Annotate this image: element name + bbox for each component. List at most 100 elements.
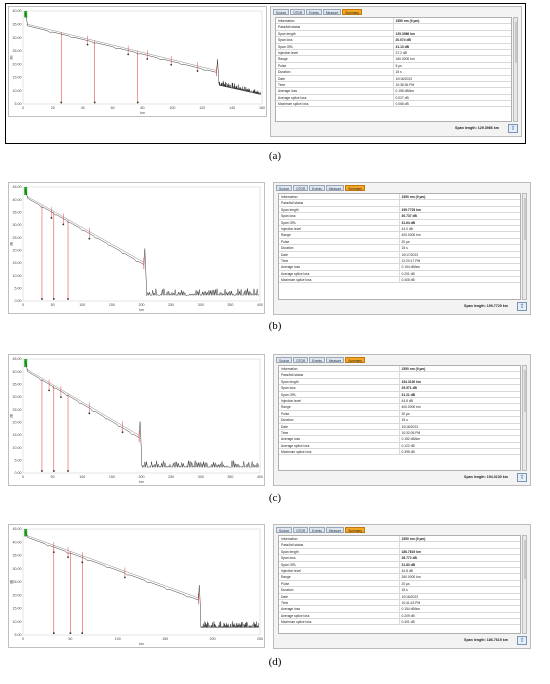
scrollbar-thumb[interactable] [514, 22, 517, 64]
summary-row: Maximum splice loss 0.395 dB [279, 449, 520, 456]
scrollbar-thumb[interactable] [523, 198, 526, 240]
x-tick-label: 400 [257, 303, 263, 307]
event-marker-point [67, 298, 69, 300]
tab-source[interactable]: Source [276, 185, 293, 191]
event-marker-point [52, 551, 55, 554]
summary-value: 10/16/2023 [401, 424, 419, 429]
summary-key: Information [279, 194, 400, 200]
summary-key: Average loss [279, 606, 400, 612]
event-marker-point [121, 431, 124, 434]
y-axis-label: dB [10, 579, 14, 584]
summary-row: Date 10/17/2023 [279, 251, 520, 258]
summary-row: Span ORL 31.13 dB [276, 43, 511, 50]
summary-key: Injection level [276, 49, 394, 56]
y-tick-label: 35.00 [13, 383, 22, 387]
x-tick-label: 250 [168, 303, 174, 307]
summary-scrollbar[interactable] [522, 365, 527, 471]
tab-source[interactable]: Source [273, 9, 290, 15]
tab-events[interactable]: Events [306, 9, 322, 15]
summary-scrollbar[interactable] [522, 193, 527, 300]
summary-value: 0.155 dB/km [395, 89, 415, 94]
summary-key: Pass/fail status [279, 200, 400, 206]
summary-table: Information 1550 nm (9 µm) Pass/fail statu… [278, 535, 521, 634]
summary-row: Duration 15 s [279, 245, 520, 252]
summary-panel-a: Source OTDR Events Measure Summary Informatio… [270, 6, 522, 137]
summary-scrollbar[interactable] [513, 17, 518, 122]
otdr-trace [25, 361, 260, 469]
summary-key: Injection level [279, 567, 400, 574]
tab-measure[interactable]: Measure [325, 185, 345, 191]
tab-otdr[interactable]: OTDR [293, 357, 309, 363]
panel-c: 0.00 5.00 10.00 15.00 20.00 25.00 30.00 35.00 40… [0, 350, 550, 518]
tab-events[interactable]: Events [309, 527, 325, 533]
summary-key: Date [279, 251, 400, 257]
tab-otdr[interactable]: OTDR [293, 185, 309, 191]
fit-line [26, 535, 199, 599]
x-tick-label: 0 [22, 475, 24, 479]
tab-otdr[interactable]: OTDR [290, 9, 306, 15]
summary-row: Information 1550 nm (9 µm) [279, 194, 520, 201]
summary-key: Pulse [279, 580, 400, 587]
summary-key: Span ORL [279, 219, 400, 225]
x-tick-label: 140 [229, 106, 235, 110]
summary-key: Span ORL [279, 391, 400, 397]
summary-row: Span length 129.3986 km [276, 30, 511, 38]
summary-value: 186.7619 km [401, 549, 421, 554]
summary-key: Span length [279, 206, 400, 213]
summary-key: Time [279, 257, 400, 264]
summary-key: Injection level [279, 225, 400, 232]
x-tick-label: 0 [22, 637, 24, 641]
plot-area [22, 186, 261, 302]
y-tick-label: 45.00 [13, 185, 22, 189]
y-tick-label: 20.00 [13, 62, 22, 66]
event-marker-point [41, 470, 43, 472]
summary-key: Span loss [279, 213, 400, 219]
trace-svg: 5.00 10.00 15.00 20.00 25.00 30.00 35.00 40.00 4… [10, 527, 264, 646]
summary-scrollbar[interactable] [522, 535, 527, 634]
summary-value: 0.395 dB [401, 450, 415, 455]
summary-key: Span loss [276, 37, 394, 43]
export-icon[interactable]: ⇧ [517, 473, 527, 482]
trace-svg: 0.00 5.00 10.00 15.00 20.00 25.00 30.00 35.00 40… [10, 357, 264, 484]
x-axis-label: km [139, 308, 144, 312]
y-tick-label: 30.00 [13, 223, 22, 227]
summary-value: 20 µs [401, 239, 410, 244]
scrollbar-thumb[interactable] [523, 370, 526, 412]
event-marker-point [53, 470, 55, 472]
tab-summary[interactable]: Summary [345, 185, 365, 191]
summary-row: Injection level 44.0 dB [279, 225, 520, 233]
tab-measure[interactable]: Measure [322, 9, 342, 15]
tab-measure[interactable]: Measure [325, 527, 345, 533]
x-tick-label: 50 [68, 637, 72, 641]
summary-value: 5 µs [395, 63, 402, 68]
export-icon[interactable]: ⇧ [517, 302, 527, 311]
y-tick-label: 30.00 [13, 395, 22, 399]
x-tick-label: 100 [115, 637, 121, 641]
summary-row: Average splice loss 0.201 dB [279, 270, 520, 278]
tab-events[interactable]: Events [309, 185, 325, 191]
export-icon[interactable]: ⇧ [517, 636, 527, 645]
y-tick-label: 10.00 [13, 620, 22, 624]
panel-a: 5.00 10.00 15.00 20.00 25.00 30.00 35.00 40.00 d… [0, 0, 550, 178]
y-tick-label: 35.00 [13, 22, 22, 26]
summary-row: Maximum splice loss 0.066 dB [276, 101, 511, 108]
tab-events[interactable]: Events [309, 357, 325, 363]
y-tick-label: 5.00 [15, 459, 22, 463]
tab-summary[interactable]: Summary [342, 9, 362, 15]
x-tick-label: 160 [259, 106, 265, 110]
plot-area [22, 528, 261, 636]
scrollbar-thumb[interactable] [523, 540, 526, 579]
tab-otdr[interactable]: OTDR [293, 527, 309, 533]
summary-value: 10/16/2023 [395, 76, 413, 81]
tab-summary[interactable]: Summary [345, 357, 365, 363]
summary-key: Duration [279, 245, 400, 251]
tab-source[interactable]: Source [276, 357, 293, 363]
summary-key: Pass/fail status [279, 542, 400, 548]
export-icon[interactable]: ⇧ [508, 124, 518, 133]
summary-value: 31.21 dB [401, 392, 416, 397]
tab-measure[interactable]: Measure [325, 357, 345, 363]
caption-b: (b) [268, 320, 282, 332]
tab-summary[interactable]: Summary [345, 527, 365, 533]
summary-row: Average splice loss 0.209 dB [279, 612, 520, 620]
tab-source[interactable]: Source [276, 527, 293, 533]
